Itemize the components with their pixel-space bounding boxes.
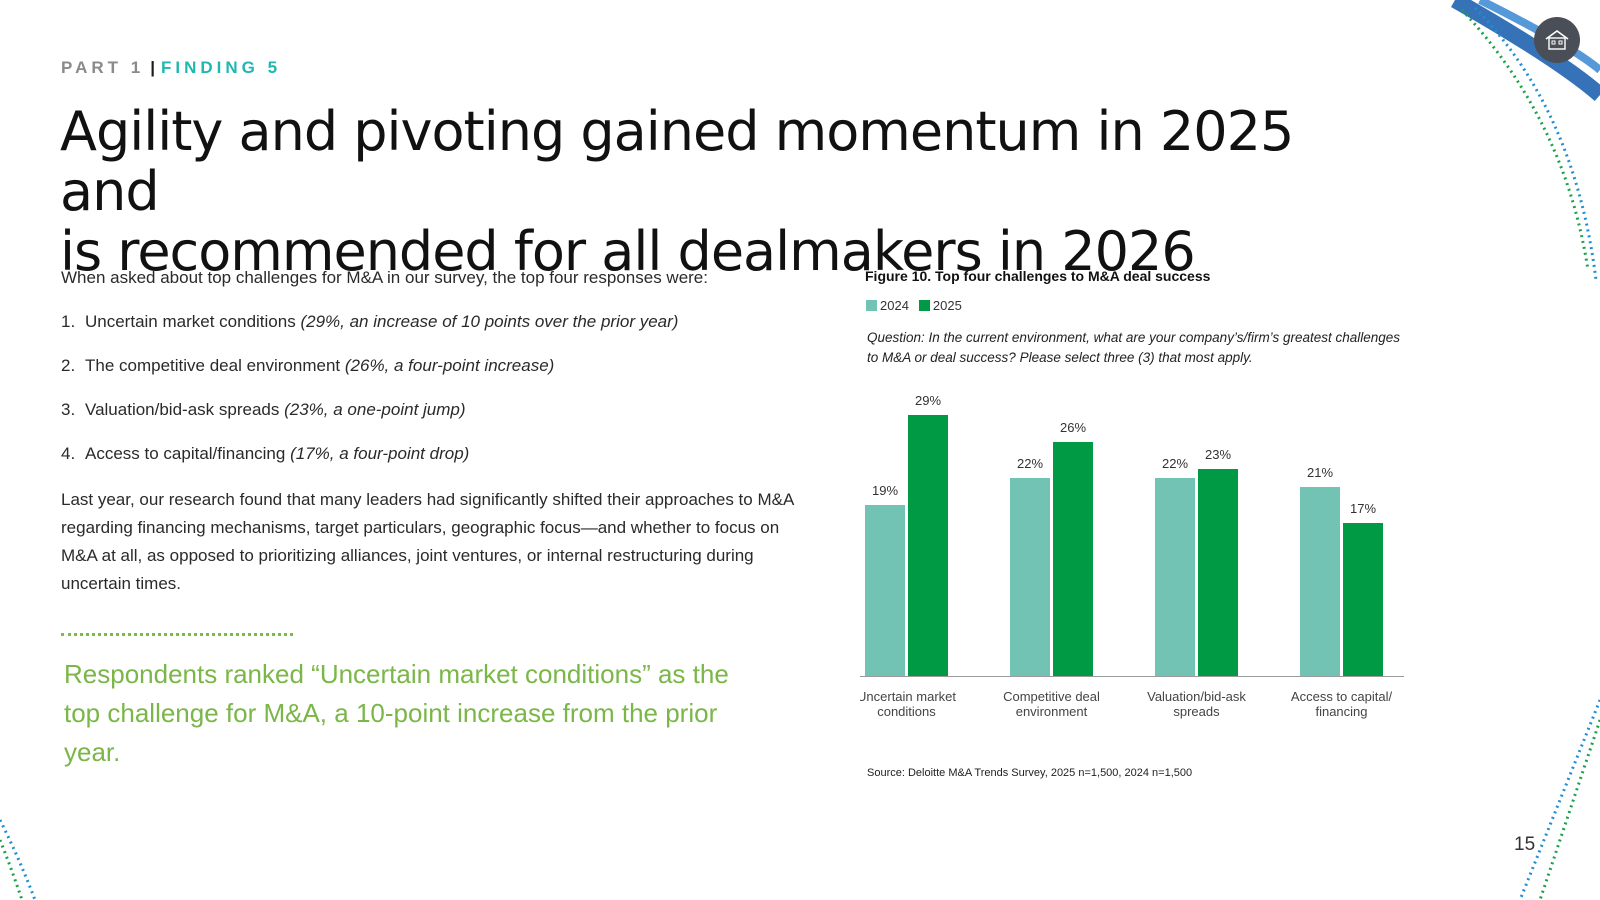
part-label: PART 1 xyxy=(61,58,145,77)
survey-question: Question: In the current environment, wh… xyxy=(867,330,1401,365)
list-detail: (29%, an increase of 10 points over the … xyxy=(300,312,679,331)
intro-text: When asked about top challenges for M&A … xyxy=(61,268,708,287)
finding-label: FINDING 5 xyxy=(160,58,282,77)
category-label: spreads xyxy=(1173,704,1220,719)
challenges-list: 1. Uncertain market conditions (29%, an i… xyxy=(61,310,801,466)
chart-source: Source: Deloitte M&A Trends Survey, 2025… xyxy=(867,767,1193,779)
category-label: Uncertain market xyxy=(860,689,956,704)
body-text: When asked about top challenges for M&A … xyxy=(61,266,801,598)
category-label: environment xyxy=(1016,704,1088,719)
list-detail: (23%, a one-point jump) xyxy=(284,400,466,419)
data-label: 22% xyxy=(1017,456,1043,471)
data-label: 17% xyxy=(1350,501,1376,516)
dotted-divider xyxy=(61,633,293,636)
list-number: 3. xyxy=(61,400,76,419)
home-icon xyxy=(1545,30,1569,50)
list-item: 4. Access to capital/financing (17%, a fo… xyxy=(61,442,801,466)
data-label: 26% xyxy=(1060,420,1086,435)
legend-label: 2025 xyxy=(932,298,962,313)
data-label: 22% xyxy=(1162,456,1188,471)
eyebrow-separator: | xyxy=(150,58,155,77)
list-text: Access to capital/financing xyxy=(85,444,286,463)
list-detail: (26%, a four-point increase) xyxy=(344,356,555,375)
body-paragraph: Last year, our research found that many … xyxy=(61,490,794,593)
list-item: 3. Valuation/bid-ask spreads (23%, a one-… xyxy=(61,398,801,422)
category-label: Access to capital/ xyxy=(1291,689,1393,704)
bar-2025-3 xyxy=(1198,469,1238,676)
bar-2024-1 xyxy=(865,505,905,676)
legend-item-2025: 2025 xyxy=(918,298,962,313)
list-text: Valuation/bid-ask spreads xyxy=(85,400,280,419)
callout-quote: Respondents ranked “Uncertain market con… xyxy=(64,659,729,767)
bar-2025-1 xyxy=(908,415,948,676)
data-label: 19% xyxy=(872,483,898,498)
section-eyebrow: PART 1 | FINDING 5 xyxy=(61,58,281,78)
data-label: 23% xyxy=(1205,447,1231,462)
bar-2024-3 xyxy=(1155,478,1195,676)
legend-label: 2024 xyxy=(880,298,909,313)
legend-item-2024: 2024 xyxy=(866,298,909,313)
bar-2025-4 xyxy=(1343,523,1383,676)
page-title: Agility and pivoting gained momentum in … xyxy=(60,102,1360,282)
list-number: 4. xyxy=(61,444,76,463)
list-text: The competitive deal environment xyxy=(85,356,341,375)
legend-swatch-2024 xyxy=(866,300,877,311)
data-label: 21% xyxy=(1307,465,1333,480)
category-label: financing xyxy=(1315,704,1367,719)
category-label: Valuation/bid-ask xyxy=(1147,689,1246,704)
category-label: conditions xyxy=(877,704,936,719)
category-label: Competitive deal xyxy=(1003,689,1100,704)
page-title-line-2: is recommended for all dealmakers in 202… xyxy=(60,220,1196,283)
bar-2025-2 xyxy=(1053,442,1093,676)
data-label: 29% xyxy=(915,393,941,408)
list-item: 1. Uncertain market conditions (29%, an i… xyxy=(61,310,801,334)
page-number: 15 xyxy=(1514,834,1536,855)
list-number: 2. xyxy=(61,356,76,375)
chart-legend: 2024 2025 xyxy=(866,298,962,313)
bar-2024-2 xyxy=(1010,478,1050,676)
page-title-line-1: Agility and pivoting gained momentum in … xyxy=(60,100,1294,223)
list-detail: (17%, a four-point drop) xyxy=(290,444,470,463)
figure-title: Figure 10. Top four challenges to M&A de… xyxy=(865,268,1211,284)
list-number: 1. xyxy=(61,312,76,331)
legend-swatch-2025 xyxy=(918,300,930,311)
home-button[interactable] xyxy=(1534,17,1580,63)
list-item: 2. The competitive deal environment (26%,… xyxy=(61,354,801,378)
bar-2024-4 xyxy=(1300,487,1340,676)
list-text: Uncertain market conditions xyxy=(85,312,296,331)
